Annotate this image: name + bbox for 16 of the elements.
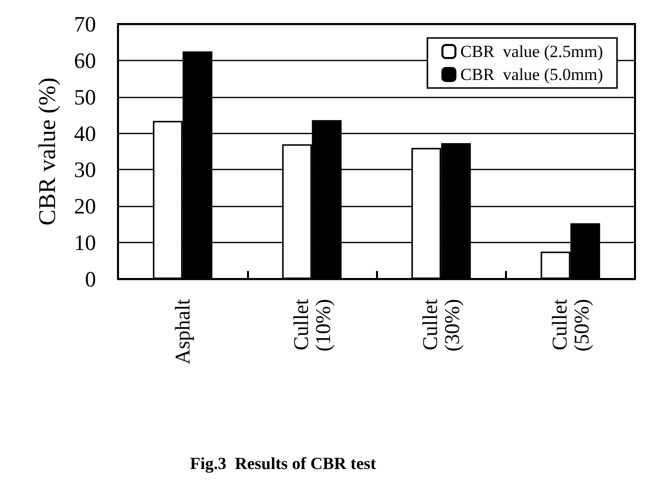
y-tick-label: 70 (74, 12, 96, 36)
y-axis-title: CBR value (%) (35, 78, 61, 226)
text: Fig.3 Results of CBR test (190, 454, 376, 473)
legend-label: CBR value (5.0mm) (460, 65, 604, 84)
x-tick-label: Cullet (50%) (547, 298, 594, 352)
y-tick-label: 30 (74, 157, 96, 182)
x-tick-label: Cullet (10%) (288, 298, 335, 352)
y-tick-label: 50 (74, 84, 96, 110)
y-tick-label: 40 (74, 120, 96, 146)
x-tick-label: Asphalt (170, 298, 195, 364)
y-tick-label: 20 (74, 194, 96, 219)
x-tick-label: Cullet (30%) (418, 298, 464, 352)
legend-label: CBR value (2.5mm) (460, 42, 604, 61)
y-tick-label: 60 (74, 48, 96, 73)
y-tick-label: 0 (85, 266, 96, 292)
y-tick-label: 10 (74, 230, 96, 256)
